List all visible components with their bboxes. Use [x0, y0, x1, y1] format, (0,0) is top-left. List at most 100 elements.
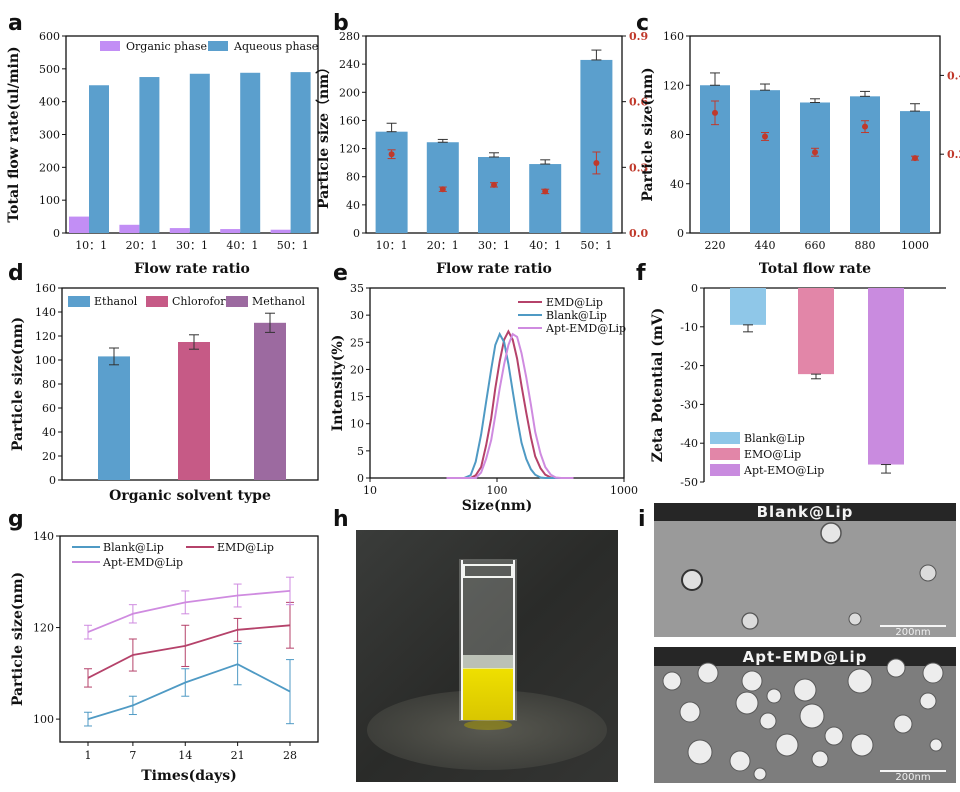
- plot-frame: [59, 535, 319, 743]
- legend-swatch-solvent: [68, 296, 90, 307]
- scale-bar-top: 200nm: [895, 627, 930, 638]
- x-tick-label: 10: [363, 484, 377, 497]
- y-tick-label: 120: [339, 143, 360, 156]
- legend-label-solvent: Ethanol: [94, 295, 138, 308]
- y-tick-label: 0: [677, 227, 684, 240]
- legend-label: EMD@Lip: [546, 296, 603, 309]
- chart-d-solvent: Particle size(nm) Organic solvent type 0 20…: [10, 282, 319, 504]
- pdi-point: [491, 181, 497, 188]
- x-tick-label: 10：1: [376, 239, 408, 252]
- bar-organic: [119, 224, 140, 233]
- y-tick-label: 100: [35, 354, 56, 367]
- legend-swatch-solvent: [146, 296, 168, 307]
- x-tick-label: 7: [129, 749, 136, 762]
- y-tick-label: 10: [350, 418, 364, 431]
- legend-swatch-zeta: [710, 448, 740, 460]
- y-tick-label: 40: [346, 199, 360, 212]
- x-tick-label: 1: [85, 749, 92, 762]
- y2-tick-label: 0.9: [629, 30, 648, 43]
- bar-aqueous: [240, 72, 261, 233]
- legend-swatch-organic: [100, 41, 120, 51]
- tem-blank-image: [654, 503, 956, 637]
- y-tick-label: 400: [39, 96, 60, 109]
- bar-particle-size: [750, 90, 780, 233]
- x-tick-label: 20：1: [126, 239, 158, 252]
- y-tick-label: 120: [33, 622, 54, 635]
- y-tick-label: 80: [346, 171, 360, 184]
- x-axis-label: Organic solvent type: [109, 488, 271, 504]
- legend-label-solvent: Chloroform: [172, 295, 236, 308]
- bar-particle-size: [850, 96, 880, 233]
- y-tick-label: 140: [35, 306, 56, 319]
- bar-solvent: [178, 342, 210, 480]
- chart-g-stability: Particle size(nm) Times(days) 100 120 140 1 7 1…: [10, 530, 319, 784]
- y-tick-label: 500: [39, 63, 60, 76]
- x-tick-label: 40：1: [226, 239, 258, 252]
- panel-label-b: b: [333, 11, 349, 36]
- chart-f-zeta: Zeta Potential (mV) 0 -10 -20 -30 -40 -50 Blank…: [650, 282, 946, 489]
- distribution-line: [446, 331, 574, 479]
- y-tick-label: 40: [670, 178, 684, 191]
- x-axis-label: Flow rate ratio: [436, 261, 552, 277]
- y-tick-label: 0: [691, 282, 698, 295]
- bar-particle-size: [529, 164, 562, 233]
- pdi-point: [712, 109, 718, 116]
- bar-organic: [270, 229, 291, 233]
- y-axis-label: Zeta Potential (mV): [650, 308, 666, 463]
- legend-label-solvent: Methanol: [252, 295, 306, 308]
- x-tick-label: 30：1: [176, 239, 208, 252]
- bar-organic: [169, 228, 190, 233]
- chart-a-flow-rate: Total flow rate(ul/min) Flow rate ratio 0 1…: [6, 30, 319, 277]
- legend-swatch-zeta: [710, 464, 740, 476]
- bar-zeta: [798, 288, 834, 375]
- y-tick-label: 100: [33, 713, 54, 726]
- stability-line: [87, 624, 291, 679]
- y-tick-label: 0: [53, 227, 60, 240]
- y-tick-label: 160: [663, 30, 684, 43]
- y-tick-label: -20: [680, 360, 698, 373]
- panel-label-d: d: [8, 261, 24, 286]
- x-tick-label: 10：1: [75, 239, 107, 252]
- tem-images: Blank@Lip 200nm Apt-EMD@Lip 200nm: [654, 503, 956, 783]
- legend-label: EMD@Lip: [217, 541, 274, 554]
- y2-tick-label: 0.4: [947, 69, 960, 82]
- x-tick-label: 21: [231, 749, 245, 762]
- bar-zeta: [730, 288, 766, 325]
- x-tick-label: 1000: [610, 484, 638, 497]
- y-tick-label: 80: [42, 378, 56, 391]
- legend-label-zeta: Apt-EMO@Lip: [743, 464, 824, 477]
- bar-organic: [69, 216, 89, 233]
- y-axis-label: Particle size(nm): [10, 572, 26, 706]
- cuvette-photo: [356, 530, 618, 782]
- bar-aqueous: [189, 73, 210, 233]
- pdi-point: [912, 155, 918, 162]
- y-tick-label: 120: [663, 79, 684, 92]
- y-tick-label: 0: [353, 227, 360, 240]
- x-tick-label: 220: [705, 239, 726, 252]
- panel-label-c: c: [636, 11, 649, 36]
- y-tick-label: 0: [49, 474, 56, 487]
- x-tick-label: 14: [178, 749, 192, 762]
- pdi-point: [862, 123, 868, 130]
- stability-line: [87, 663, 291, 720]
- legend-label: Blank@Lip: [103, 541, 164, 554]
- y-tick-label: -10: [680, 321, 698, 334]
- legend-label: Blank@Lip: [546, 309, 607, 322]
- y-axis-label: Particle size(nm): [10, 317, 26, 451]
- x-axis-label: Total flow rate: [759, 261, 871, 277]
- legend-label-zeta: Blank@Lip: [744, 432, 805, 445]
- panel-label-h: h: [333, 507, 349, 532]
- stability-line: [87, 590, 291, 633]
- x-tick-label: 1000: [901, 239, 929, 252]
- legend-label-aqueous: Aqueous phase: [233, 40, 318, 53]
- x-axis-label: Size(nm): [462, 498, 533, 514]
- x-tick-label: 440: [755, 239, 776, 252]
- y-axis-label: Particle size(nm): [640, 67, 656, 201]
- y-tick-label: 80: [670, 129, 684, 142]
- x-tick-label: 660: [805, 239, 826, 252]
- y-tick-label: 120: [35, 330, 56, 343]
- y-tick-label: 25: [350, 336, 364, 349]
- pdi-point: [762, 133, 768, 140]
- y-tick-label: -50: [680, 476, 698, 489]
